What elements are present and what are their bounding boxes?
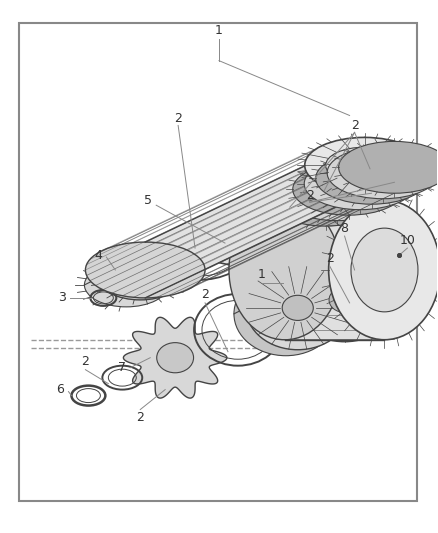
Text: 6: 6 <box>57 383 64 396</box>
Ellipse shape <box>327 147 438 199</box>
Ellipse shape <box>329 287 360 312</box>
Text: 4: 4 <box>95 248 102 262</box>
Text: 7: 7 <box>118 361 126 374</box>
Polygon shape <box>285 200 385 340</box>
Text: 3: 3 <box>59 292 67 304</box>
Polygon shape <box>383 141 395 199</box>
Polygon shape <box>124 317 227 398</box>
Ellipse shape <box>326 147 403 183</box>
Ellipse shape <box>350 158 379 172</box>
Ellipse shape <box>191 210 299 266</box>
Ellipse shape <box>121 268 159 288</box>
Text: 10: 10 <box>399 233 415 247</box>
Ellipse shape <box>305 138 424 193</box>
Ellipse shape <box>282 295 313 320</box>
Ellipse shape <box>236 191 347 243</box>
Polygon shape <box>314 174 326 232</box>
Polygon shape <box>303 180 314 237</box>
Text: 2: 2 <box>136 411 144 424</box>
Ellipse shape <box>85 263 168 307</box>
Text: 2: 2 <box>326 252 334 264</box>
Ellipse shape <box>229 200 341 340</box>
Ellipse shape <box>99 256 182 300</box>
Text: 2: 2 <box>81 355 89 368</box>
Text: 1: 1 <box>215 24 223 37</box>
Ellipse shape <box>293 258 396 342</box>
Ellipse shape <box>293 163 404 215</box>
Text: 2: 2 <box>174 112 182 125</box>
Ellipse shape <box>339 141 438 193</box>
Ellipse shape <box>281 169 393 221</box>
Ellipse shape <box>270 174 381 226</box>
Polygon shape <box>280 191 291 248</box>
Text: 2: 2 <box>351 119 359 132</box>
Polygon shape <box>145 138 364 298</box>
Text: 5: 5 <box>144 193 152 207</box>
Polygon shape <box>371 147 383 204</box>
Ellipse shape <box>157 343 194 373</box>
Polygon shape <box>337 163 349 221</box>
Ellipse shape <box>351 228 418 312</box>
Text: 8: 8 <box>341 222 349 235</box>
Polygon shape <box>360 152 371 209</box>
Polygon shape <box>291 185 303 243</box>
Polygon shape <box>349 158 360 215</box>
Ellipse shape <box>247 185 359 237</box>
Polygon shape <box>326 169 337 226</box>
Text: 1: 1 <box>258 269 266 281</box>
Text: 2: 2 <box>201 288 209 301</box>
Ellipse shape <box>234 272 338 356</box>
Ellipse shape <box>85 242 205 298</box>
Ellipse shape <box>246 266 350 350</box>
Ellipse shape <box>258 180 370 232</box>
Ellipse shape <box>224 196 336 248</box>
Ellipse shape <box>206 218 284 258</box>
Ellipse shape <box>304 158 416 209</box>
Ellipse shape <box>316 152 427 204</box>
Ellipse shape <box>328 200 438 340</box>
Text: 2: 2 <box>306 189 314 201</box>
